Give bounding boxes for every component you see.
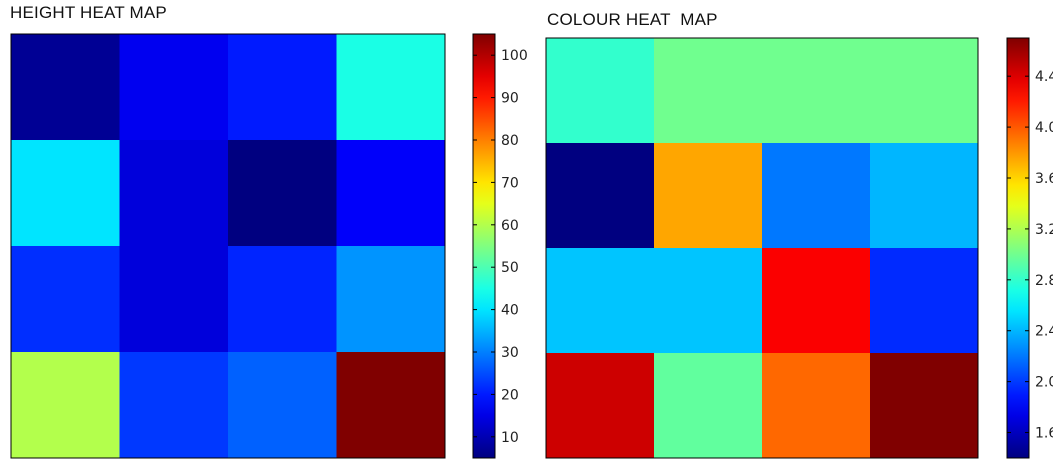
heatmap-cell xyxy=(762,353,871,459)
heatmap-cell xyxy=(11,34,120,141)
heatmap-cell xyxy=(870,143,979,249)
heatmap-cell xyxy=(762,143,871,249)
chart-title: COLOUR HEAT MAP xyxy=(547,10,718,29)
heatmap-cell xyxy=(336,34,446,141)
heatmap-cell xyxy=(336,140,446,247)
heatmap-cell xyxy=(546,248,655,354)
colorbar-tick-label: 1.6 xyxy=(1035,426,1053,442)
height-heat-map-plot: 10 20 30 40 50 60 70 80 90 100 xyxy=(10,33,528,459)
heatmap-cell xyxy=(119,246,229,353)
colorbar-tick-label: 2.8 xyxy=(1035,273,1053,289)
colour-heat-map-plot: 1.6 2.0 2.4 2.8 3.2 3.6 4.0 4.4 xyxy=(545,37,1053,459)
colorbar xyxy=(472,33,496,459)
colorbar xyxy=(1006,37,1030,459)
heatmap-cell xyxy=(654,143,763,249)
heatmap-cell xyxy=(870,38,979,144)
heatmap-cell xyxy=(762,248,871,354)
colorbar-tick-label: 2.4 xyxy=(1035,324,1053,340)
heatmap-cell xyxy=(762,38,871,144)
colorbar-tick-label: 2.0 xyxy=(1035,375,1053,391)
height-heat-map: HEIGHT HEAT MAP 10 20 30 40 50 60 70 80 90 100 xyxy=(10,3,528,459)
heatmap-cell xyxy=(228,34,337,141)
colorbar-tick-label: 4.4 xyxy=(1035,69,1053,85)
colorbar-tick-label: 50 xyxy=(501,260,519,276)
colorbar-tick-label: 10 xyxy=(501,430,519,446)
heatmap-cell xyxy=(336,352,446,459)
colorbar-tick-label: 40 xyxy=(501,303,519,319)
heatmap-cell xyxy=(654,248,763,354)
heatmap-cell xyxy=(119,34,229,141)
colorbar-tick-label: 20 xyxy=(501,387,519,403)
heatmap-cell xyxy=(870,353,979,459)
heatmap-cell xyxy=(870,248,979,354)
colorbar-tick-label: 70 xyxy=(501,175,519,191)
colorbar-tick-label: 60 xyxy=(501,218,519,234)
heatmap-frame xyxy=(545,37,979,459)
heatmap-cell xyxy=(654,38,763,144)
heatmap-cell xyxy=(336,246,446,353)
heatmap-cell xyxy=(654,353,763,459)
colour-heat-map: COLOUR HEAT MAP 1.6 2.0 2.4 2.8 3.2 3.6 4.0 4.4 xyxy=(538,0,1053,459)
heatmap-cell xyxy=(228,246,337,353)
heatmap-cell xyxy=(119,352,229,459)
colorbar-tick-label: 80 xyxy=(501,133,519,149)
colorbar-tick-label: 4.0 xyxy=(1035,120,1053,136)
heatmap-cell xyxy=(228,352,337,459)
heatmap-frame xyxy=(10,33,446,459)
heatmap-cell xyxy=(11,352,120,459)
chart-title: HEIGHT HEAT MAP xyxy=(10,3,167,22)
colorbar-tick-label: 3.6 xyxy=(1035,171,1053,187)
heatmap-cell xyxy=(546,38,655,144)
colorbar-tick-label: 30 xyxy=(501,345,519,361)
heatmap-cell xyxy=(546,143,655,249)
heatmap-cell xyxy=(228,140,337,247)
heatmap-cell xyxy=(11,140,120,247)
colorbar-tick-label: 100 xyxy=(501,48,528,64)
colorbar-tick-label: 90 xyxy=(501,91,519,107)
heatmap-cell xyxy=(546,353,655,459)
heatmap-cell xyxy=(11,246,120,353)
colorbar-tick-label: 3.2 xyxy=(1035,222,1053,238)
heatmap-cell xyxy=(119,140,229,247)
